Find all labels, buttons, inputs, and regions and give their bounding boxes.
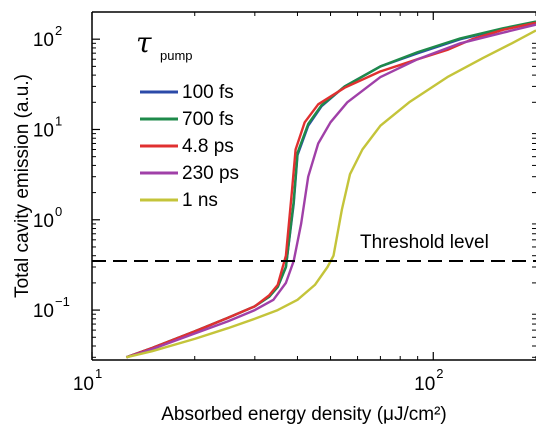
y-tick-label: 10 xyxy=(33,120,54,141)
annotations: Threshold level xyxy=(92,232,536,262)
y-tick-label-exponent: 1 xyxy=(55,113,62,128)
legend: τ pump 100 fs 700 fs 4.8 ps 230 ps 1 ns xyxy=(136,26,239,211)
legend-label: 100 fs xyxy=(182,82,234,103)
legend-label: 230 ps xyxy=(182,163,239,184)
y-tick-label-exponent: −1 xyxy=(55,294,70,309)
x-axis-label: Absorbed energy density (μJ/cm²) xyxy=(161,404,447,425)
series-line-4 xyxy=(126,29,536,359)
legend-label: 4.8 ps xyxy=(182,136,234,157)
y-axis-label: Total cavity emission (a.u.) xyxy=(12,74,33,298)
legend-label: 1 ns xyxy=(182,190,218,211)
threshold-label: Threshold level xyxy=(360,232,489,253)
y-tick-label: 10 xyxy=(33,211,54,232)
y-tick-label-exponent: 0 xyxy=(55,204,62,219)
legend-title: τ xyxy=(136,26,152,59)
y-tick-label: 10 xyxy=(33,30,54,51)
x-tick-label-exponent: 1 xyxy=(95,366,102,381)
y-tick-label: 10 xyxy=(33,301,54,322)
legend-label: 700 fs xyxy=(182,109,234,130)
plot-area xyxy=(125,20,536,359)
series-line-3 xyxy=(125,23,536,359)
x-tick-label-exponent: 2 xyxy=(436,366,443,381)
x-tick-label: 10 xyxy=(414,374,435,395)
legend-title-subscript: pump xyxy=(160,48,193,63)
y-tick-label-exponent: 2 xyxy=(55,23,62,38)
series-line-2 xyxy=(125,21,536,359)
x-tick-label: 10 xyxy=(73,374,94,395)
